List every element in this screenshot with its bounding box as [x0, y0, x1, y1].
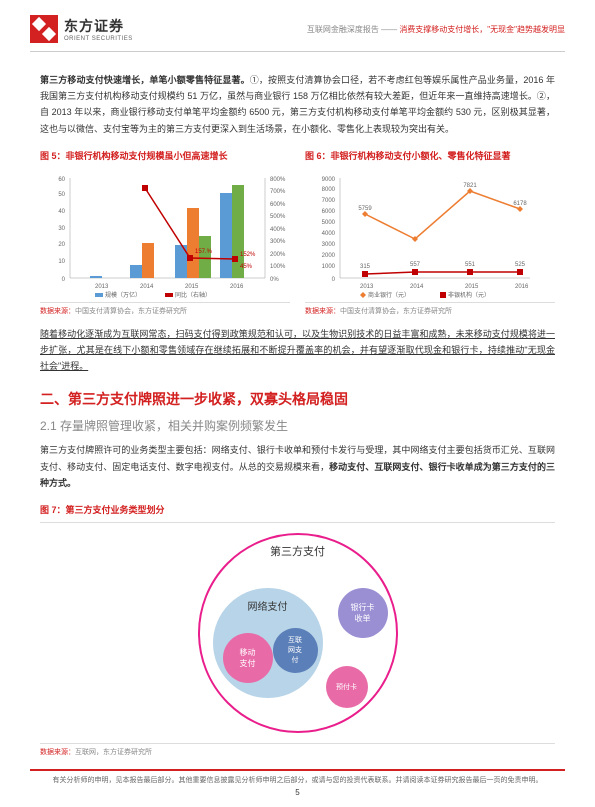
svg-text:2013: 2013	[95, 284, 109, 290]
svg-text:557: 557	[410, 262, 421, 268]
svg-text:2014: 2014	[140, 284, 154, 290]
section-2-title: 二、第三方支付牌照进一步收紧，双寡头格局稳固	[40, 389, 555, 409]
svg-text:2013: 2013	[360, 284, 374, 290]
svg-text:50: 50	[58, 192, 65, 198]
svg-text:7821: 7821	[463, 183, 477, 189]
svg-text:5759: 5759	[358, 206, 372, 212]
logo-area: 东方证券 ORIENT SECURITIES	[30, 15, 133, 43]
line-chart-svg: 0 1000 2000 3000 4000 5000 6000 7000 800…	[305, 168, 555, 298]
svg-text:2016: 2016	[230, 284, 244, 290]
svg-text:规模（万亿）: 规模（万亿）	[105, 291, 141, 298]
svg-text:1000: 1000	[322, 264, 336, 270]
page-header: 东方证券 ORIENT SECURITIES 互联网金融深度报告 —— 消费支撑…	[0, 0, 595, 51]
svg-text:5000: 5000	[322, 220, 336, 226]
svg-text:200%: 200%	[270, 252, 286, 258]
venn-mobile-pay: 移动支付	[223, 633, 273, 683]
bar-chart-svg: 0 10 20 30 40 50 60 0% 100% 200% 300% 40…	[40, 168, 290, 298]
svg-text:0: 0	[62, 277, 66, 283]
chart-7-title: 图 7：第三方支付业务类型划分	[40, 503, 555, 516]
header-breadcrumb: 互联网金融深度报告 —— 消费支撑移动支付增长，"无现金"趋势越发明显	[307, 24, 565, 35]
svg-text:2016: 2016	[515, 284, 529, 290]
svg-text:同比（右轴）: 同比（右轴）	[175, 291, 211, 298]
svg-text:51.01: 51.01	[238, 177, 256, 184]
svg-text:3000: 3000	[322, 242, 336, 248]
svg-text:600%: 600%	[270, 202, 286, 208]
svg-text:20: 20	[58, 242, 65, 248]
svg-text:7000: 7000	[322, 198, 336, 204]
svg-text:9000: 9000	[322, 177, 336, 183]
venn-bankcard: 银行卡收单	[338, 588, 388, 638]
svg-text:500%: 500%	[270, 214, 286, 220]
svg-text:700%: 700%	[270, 189, 286, 195]
chart-5: 图 5：非银行机构移动支付规模虽小但高速增长 0 10 20 30 40 50 …	[40, 149, 290, 316]
svg-text:152%: 152%	[240, 252, 256, 258]
svg-text:551: 551	[465, 262, 476, 268]
paragraph-1: 第三方移动支付快速增长，单笔小额零售特征显著。①，按照支付清算协会口径，若不考虑…	[40, 72, 555, 137]
svg-text:6000: 6000	[322, 209, 336, 215]
charts-row: 图 5：非银行机构移动支付规模虽小但高速增长 0 10 20 30 40 50 …	[40, 149, 555, 316]
svg-text:40: 40	[58, 209, 65, 215]
svg-text:2015: 2015	[465, 284, 479, 290]
venn-prepaid: 预付卡	[326, 666, 368, 708]
svg-text:8000: 8000	[322, 187, 336, 193]
svg-text:400%: 400%	[270, 227, 286, 233]
svg-text:商业银行（元）: 商业银行（元）	[368, 291, 410, 298]
svg-text:4000: 4000	[322, 231, 336, 237]
svg-text:315: 315	[360, 264, 371, 270]
page-footer: 有关分析师的申明，见本报告最后部分。其他重要信息披露见分析师申明之后部分，或请与…	[30, 769, 565, 797]
logo-text-en: ORIENT SECURITIES	[64, 36, 133, 42]
venn-internet-pay: 互联网支付	[273, 628, 318, 673]
venn-diagram: 第三方支付 网络支付 移动支付 互联网支付 银行卡收单 预付卡	[40, 533, 555, 733]
logo-icon	[30, 15, 58, 43]
subsection-2-1: 2.1 存量牌照管理收紧，相关并购案例频繁发生	[40, 417, 555, 434]
svg-text:60: 60	[58, 177, 65, 183]
logo-text-cn: 东方证券	[64, 16, 133, 36]
svg-text:2000: 2000	[322, 253, 336, 259]
underline-paragraph: 随着移动化逐渐成为互联网常态，扫码支付得到政策规范和认可，以及生物识别技术的日益…	[40, 326, 555, 375]
svg-text:0: 0	[332, 277, 336, 283]
chart-7-source: 数据来源：互联网，东方证券研究所	[40, 743, 555, 757]
svg-text:525: 525	[515, 262, 526, 268]
svg-text:800%: 800%	[270, 177, 286, 183]
svg-text:10: 10	[58, 259, 65, 265]
chart-6: 图 6：非银行机构移动支付小额化、零售化特征显著 0 1000 2000 300…	[305, 149, 555, 316]
svg-text:6178: 6178	[513, 201, 527, 207]
svg-text:2014: 2014	[410, 284, 424, 290]
paragraph-3: 第三方支付牌照许可的业务类型主要包括：网络支付、银行卡收单和预付卡发行与受理，其…	[40, 442, 555, 491]
svg-text:300%: 300%	[270, 239, 286, 245]
svg-text:非银机构（元）: 非银机构（元）	[448, 291, 490, 298]
svg-text:2015: 2015	[185, 284, 199, 290]
svg-text:30: 30	[58, 226, 65, 232]
svg-text:100%: 100%	[270, 264, 286, 270]
svg-text:0%: 0%	[270, 277, 279, 283]
svg-text:45%: 45%	[240, 264, 253, 270]
svg-text:157.%: 157.%	[195, 249, 213, 255]
